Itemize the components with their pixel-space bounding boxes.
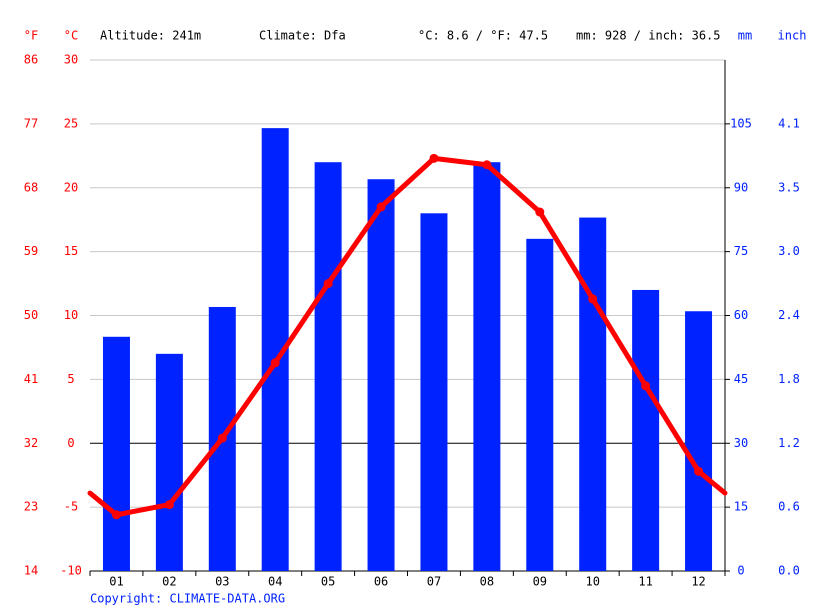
altitude: Altitude: 241m bbox=[100, 29, 201, 43]
f-axis-label: °F bbox=[24, 29, 38, 43]
bar bbox=[102, 336, 130, 571]
point bbox=[376, 202, 386, 212]
f-tick-label: 50 bbox=[24, 308, 38, 322]
y2-tick-label: 30 bbox=[734, 436, 748, 450]
bar bbox=[473, 162, 501, 571]
total-precipitation: mm: 928 / inch: 36.5 bbox=[576, 29, 721, 43]
point bbox=[535, 207, 545, 217]
f-tick-label: 41 bbox=[24, 372, 38, 386]
inch-tick-label: 4.1 bbox=[778, 116, 800, 130]
inch-tick-label: 1.2 bbox=[778, 436, 800, 450]
y-tick-label: 20 bbox=[64, 180, 78, 194]
point bbox=[323, 279, 333, 289]
inch-tick-label: 3.5 bbox=[778, 180, 800, 194]
point bbox=[270, 358, 280, 368]
bar bbox=[420, 213, 448, 572]
point bbox=[429, 153, 439, 163]
y-tick-label: 15 bbox=[64, 244, 78, 258]
bar bbox=[314, 162, 342, 571]
copyright: Copyright: CLIMATE-DATA.ORG bbox=[90, 592, 285, 606]
bar bbox=[685, 311, 713, 571]
bar bbox=[579, 217, 607, 571]
line-wrap bbox=[87, 490, 119, 518]
bar bbox=[526, 238, 554, 571]
point bbox=[641, 381, 651, 391]
point bbox=[482, 160, 492, 170]
f-tick-label: 77 bbox=[24, 116, 38, 130]
inch-tick-label: 1.8 bbox=[778, 372, 800, 386]
y-tick-label: 0 bbox=[67, 436, 74, 450]
y-tick-label: 25 bbox=[64, 116, 78, 130]
y2-tick-label: 60 bbox=[734, 308, 748, 322]
c-axis-label: °C bbox=[64, 29, 78, 43]
f-tick-label: 59 bbox=[24, 244, 38, 258]
y2-tick-label: 90 bbox=[734, 180, 748, 194]
bar bbox=[367, 179, 395, 571]
bar bbox=[155, 353, 183, 571]
line-wrap bbox=[696, 468, 728, 496]
x-tick-label: 06 bbox=[374, 575, 388, 589]
line bbox=[115, 155, 701, 518]
f-tick-label: 86 bbox=[24, 53, 38, 67]
point bbox=[217, 433, 227, 443]
y-tick-label: 5 bbox=[67, 372, 74, 386]
x-tick-label: 02 bbox=[162, 575, 176, 589]
y-tick-label: -10 bbox=[60, 564, 82, 578]
x-tick-label: 05 bbox=[321, 575, 335, 589]
y2-tick-label: 45 bbox=[734, 372, 748, 386]
y-tick-label: 10 bbox=[64, 308, 78, 322]
y-tick-label: -5 bbox=[64, 500, 78, 514]
point bbox=[164, 500, 174, 510]
x-tick-label: 10 bbox=[585, 575, 599, 589]
x-tick-label: 12 bbox=[691, 575, 705, 589]
avg-temperature: °C: 8.6 / °F: 47.5 bbox=[418, 29, 548, 43]
x-tick-label: 04 bbox=[268, 575, 282, 589]
point bbox=[588, 294, 598, 304]
inch-tick-label: 0.0 bbox=[778, 564, 800, 578]
f-tick-label: 68 bbox=[24, 180, 38, 194]
climate: Climate: Dfa bbox=[259, 29, 346, 43]
f-tick-label: 23 bbox=[24, 500, 38, 514]
x-tick-label: 08 bbox=[480, 575, 494, 589]
y2-tick-label: 0 bbox=[737, 564, 744, 578]
f-tick-label: 14 bbox=[24, 564, 38, 578]
y2-tick-label: 75 bbox=[734, 244, 748, 258]
y-tick-label: 30 bbox=[64, 53, 78, 67]
inch-axis-label: inch bbox=[778, 29, 807, 43]
x-tick-label: 09 bbox=[533, 575, 547, 589]
x-tick-label: 03 bbox=[215, 575, 229, 589]
f-tick-label: 32 bbox=[24, 436, 38, 450]
y2-tick-label: 15 bbox=[734, 500, 748, 514]
mm-axis-label: mm bbox=[738, 29, 752, 43]
y2-tick-label: 105 bbox=[730, 116, 752, 130]
bar bbox=[632, 289, 660, 571]
inch-tick-label: 0.6 bbox=[778, 500, 800, 514]
x-tick-label: 11 bbox=[638, 575, 652, 589]
x-tick-label: 01 bbox=[109, 575, 123, 589]
x-tick-label: 07 bbox=[427, 575, 441, 589]
inch-tick-label: 2.4 bbox=[778, 308, 800, 322]
point bbox=[694, 466, 704, 476]
inch-tick-label: 3.0 bbox=[778, 244, 800, 258]
point bbox=[111, 510, 121, 520]
